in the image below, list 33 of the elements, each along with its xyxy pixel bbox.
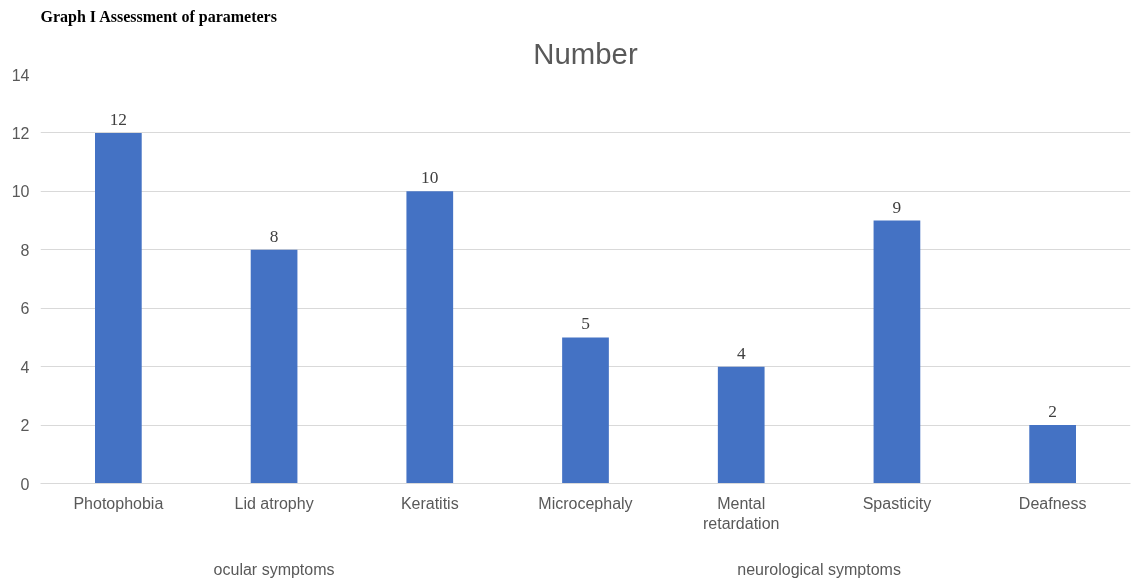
- bar: [873, 220, 921, 484]
- data-label: 5: [581, 314, 590, 334]
- x-tick-label: Photophobia: [73, 494, 164, 512]
- bar: [406, 191, 454, 484]
- data-label: 8: [269, 226, 279, 246]
- bar: [562, 337, 609, 484]
- data-label: 10: [421, 168, 439, 188]
- y-tick-label: 14: [11, 66, 30, 84]
- data-label: 4: [736, 343, 746, 363]
- y-tick-label: 2: [20, 417, 30, 435]
- x-tick-label: Microcephaly: [538, 494, 633, 512]
- x-tick-label: Spasticity: [862, 494, 932, 512]
- y-tick-label: 8: [20, 241, 30, 259]
- data-label: 9: [892, 197, 902, 217]
- bar: [95, 132, 142, 484]
- y-tick-label: 0: [20, 475, 30, 493]
- x-tick-label: Lid atrophy: [234, 494, 314, 512]
- y-tick-label: 4: [20, 358, 30, 376]
- data-label: 2: [1048, 402, 1057, 422]
- bar: [250, 249, 298, 484]
- chart-title: Number: [533, 36, 638, 70]
- bar: [1029, 425, 1076, 484]
- bar: [717, 366, 765, 484]
- text: neurological symptoms: [737, 560, 901, 578]
- text: ocular symptoms: [213, 560, 335, 578]
- text: Graph I Assessment of parameters: [40, 7, 277, 26]
- x-tick-label: Mental retardation: [702, 494, 780, 532]
- y-tick-label: 12: [11, 124, 30, 142]
- y-tick-label: 10: [11, 183, 30, 201]
- y-tick-label: 6: [20, 300, 30, 318]
- x-tick-label: Keratitis: [400, 494, 459, 512]
- data-label: 12: [109, 109, 128, 129]
- x-tick-label: Deafness: [1018, 494, 1087, 512]
